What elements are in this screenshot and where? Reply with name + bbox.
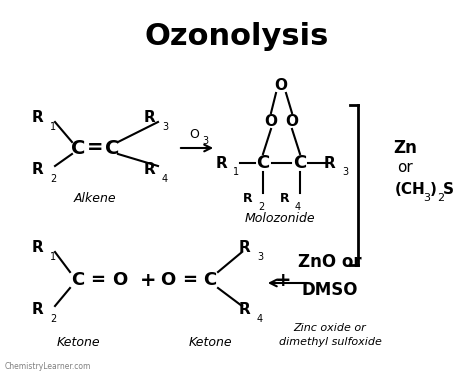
Text: =: =	[91, 271, 106, 289]
Text: 3: 3	[162, 122, 168, 132]
Text: S: S	[443, 182, 454, 197]
Text: 1: 1	[233, 167, 239, 177]
Text: O: O	[274, 77, 288, 92]
Text: 4: 4	[162, 174, 168, 184]
Text: R: R	[280, 191, 290, 205]
Text: 4: 4	[295, 202, 301, 212]
Text: +: +	[275, 270, 291, 290]
Text: O: O	[160, 271, 176, 289]
Text: ): )	[430, 182, 437, 197]
Text: R: R	[239, 303, 251, 317]
Text: 1: 1	[50, 122, 56, 132]
Text: 2: 2	[50, 314, 56, 324]
Text: C: C	[293, 154, 307, 172]
Text: +: +	[140, 270, 156, 290]
Text: =: =	[182, 271, 198, 289]
Text: R: R	[324, 156, 336, 170]
Text: O: O	[264, 114, 277, 129]
Text: DMSO: DMSO	[302, 281, 358, 299]
Text: 1: 1	[50, 252, 56, 262]
Text: 3: 3	[202, 136, 208, 146]
Text: Ketone: Ketone	[56, 335, 100, 349]
Text: R: R	[144, 111, 156, 126]
Text: O: O	[189, 127, 199, 141]
Text: 2: 2	[437, 193, 444, 203]
Text: Zinc oxide or: Zinc oxide or	[293, 323, 366, 333]
Text: C: C	[256, 154, 270, 172]
Text: R: R	[32, 111, 44, 126]
Text: 3: 3	[423, 193, 430, 203]
Text: C: C	[72, 271, 85, 289]
Text: R: R	[243, 191, 253, 205]
Text: ChemistryLearner.com: ChemistryLearner.com	[5, 362, 91, 371]
Text: or: or	[397, 161, 413, 176]
Text: O: O	[112, 271, 128, 289]
Text: R: R	[32, 303, 44, 317]
Text: Alkene: Alkene	[73, 191, 116, 205]
Text: C: C	[105, 138, 119, 158]
Text: 4: 4	[257, 314, 263, 324]
Text: C: C	[203, 271, 217, 289]
Text: 3: 3	[257, 252, 263, 262]
Text: 2: 2	[50, 174, 56, 184]
Text: Zn: Zn	[393, 139, 417, 157]
Text: R: R	[144, 162, 156, 177]
Text: R: R	[216, 156, 228, 170]
Text: 3: 3	[342, 167, 348, 177]
Text: ZnO or: ZnO or	[298, 253, 362, 271]
Text: R: R	[239, 241, 251, 256]
Text: =: =	[87, 138, 103, 158]
Text: C: C	[71, 138, 85, 158]
Text: 2: 2	[258, 202, 264, 212]
Text: Ozonolysis: Ozonolysis	[145, 22, 329, 51]
Text: O: O	[285, 114, 299, 129]
Text: (CH: (CH	[395, 182, 426, 197]
Text: R: R	[32, 241, 44, 256]
Text: dimethyl sulfoxide: dimethyl sulfoxide	[279, 337, 382, 347]
Text: Ketone: Ketone	[188, 335, 232, 349]
Text: Molozonide: Molozonide	[245, 211, 315, 224]
Text: R: R	[32, 162, 44, 177]
